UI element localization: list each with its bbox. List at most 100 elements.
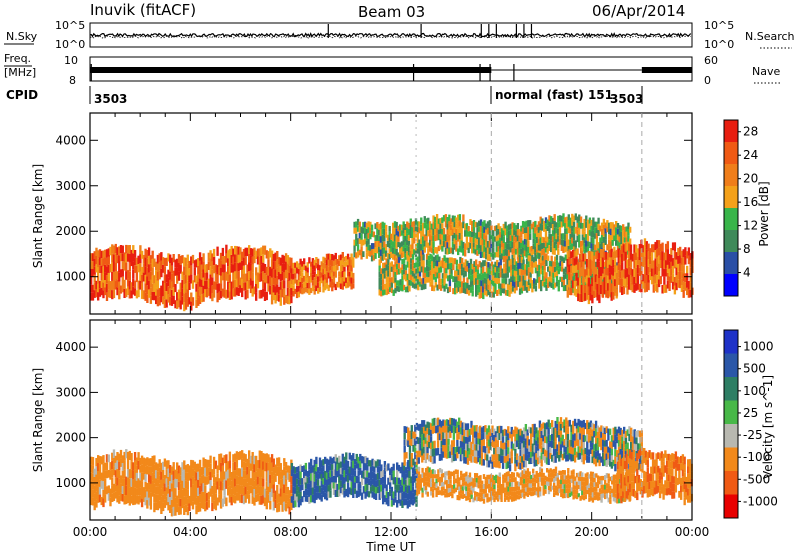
- echo-cell: [163, 274, 167, 283]
- echo-cell: [329, 270, 332, 277]
- echo-cell: [149, 271, 153, 280]
- echo-cell: [306, 272, 309, 278]
- echo-cell: [592, 237, 595, 244]
- echo-cell: [500, 488, 503, 493]
- echo-cell: [592, 276, 596, 284]
- echo-cell: [128, 478, 131, 488]
- echo-cell: [587, 295, 591, 305]
- echo-cell: [626, 449, 629, 456]
- echo-cell: [149, 466, 153, 476]
- echo-cell: [450, 455, 454, 463]
- echo-cell: [395, 222, 398, 229]
- echo-cell: [147, 482, 151, 490]
- echo-cell: [569, 223, 572, 229]
- echo-cell: [503, 477, 507, 483]
- echo-cell: [551, 248, 555, 255]
- echo-cell: [325, 259, 329, 266]
- echo-cell: [219, 260, 223, 268]
- echo-cell: [437, 473, 440, 478]
- echo-cell: [485, 279, 488, 285]
- echo-cell: [529, 256, 532, 262]
- echo-cell: [435, 227, 439, 234]
- echo-cell: [482, 260, 485, 267]
- echo-cell: [413, 262, 416, 269]
- echo-cell: [372, 231, 376, 238]
- echo-cell: [550, 234, 553, 241]
- echo-cell: [673, 285, 677, 295]
- echo-cell: [104, 249, 107, 258]
- echo-cell: [605, 446, 608, 454]
- echo-cell: [411, 499, 415, 506]
- echo-cell: [211, 469, 214, 478]
- echo-cell: [346, 468, 350, 476]
- echo-cell: [412, 431, 415, 439]
- echo-cell: [256, 468, 260, 477]
- echo-cell: [451, 221, 455, 229]
- echo-cell: [355, 252, 358, 259]
- echo-cell: [179, 300, 182, 310]
- echo-cell: [677, 279, 680, 288]
- echo-cell: [430, 491, 433, 496]
- echo-cell: [408, 285, 411, 292]
- echo-cell: [272, 269, 275, 277]
- echo-cell: [181, 499, 184, 509]
- echo-cell: [452, 264, 455, 271]
- echo-cell: [295, 496, 299, 503]
- echo-cell: [447, 479, 451, 484]
- echo-cell: [507, 476, 510, 482]
- echo-cell: [279, 471, 282, 480]
- echo-cell: [212, 281, 216, 290]
- echo-cell: [633, 268, 636, 277]
- echo-cell: [251, 477, 254, 487]
- echo-cell: [198, 477, 202, 486]
- echo-cell: [654, 258, 657, 267]
- echo-cell: [162, 486, 165, 495]
- echo-cell: [107, 256, 110, 265]
- echo-cell: [367, 227, 370, 233]
- echo-cell: [503, 456, 506, 463]
- echo-cell: [356, 251, 360, 258]
- echo-cell: [394, 489, 397, 497]
- echo-cell: [295, 285, 299, 292]
- echo-cell: [452, 258, 455, 265]
- echo-cell: [686, 265, 689, 274]
- echo-cell: [605, 282, 608, 290]
- echo-cell: [540, 481, 544, 486]
- echo-cell: [578, 277, 582, 286]
- echo-cell: [195, 291, 198, 300]
- echo-cell: [614, 251, 617, 259]
- echo-cell: [281, 254, 284, 264]
- echo-cell: [352, 475, 355, 484]
- echo-cell: [209, 266, 212, 275]
- echo-cell: [473, 431, 477, 438]
- echo-cell: [501, 436, 505, 443]
- echo-cell: [301, 261, 304, 267]
- echo-cell: [415, 450, 419, 458]
- echo-cell: [202, 483, 205, 492]
- echo-cell: [332, 265, 336, 272]
- echo-cell: [181, 296, 184, 305]
- echo-cell: [406, 469, 409, 478]
- echo-cell: [202, 293, 205, 302]
- echo-cell: [616, 228, 620, 235]
- echo-cell: [158, 492, 161, 501]
- echo-cell: [100, 456, 103, 465]
- echo-cell: [418, 281, 422, 287]
- echo-cell: [297, 493, 301, 501]
- echo-cell: [551, 454, 554, 462]
- echo-cell: [618, 230, 621, 237]
- echo-cell: [392, 289, 395, 296]
- echo-cell: [151, 291, 154, 301]
- echo-cell: [524, 274, 527, 281]
- echo-cell: [97, 471, 100, 479]
- echo-cell: [142, 494, 146, 502]
- echo-cell: [360, 233, 363, 240]
- echo-cell: [306, 489, 309, 496]
- echo-cell: [412, 458, 415, 466]
- echo-cell: [301, 283, 304, 289]
- echo-cell: [559, 423, 563, 431]
- echo-cell: [230, 290, 233, 300]
- echo-cell: [422, 283, 425, 290]
- echo-cell: [573, 265, 576, 274]
- echo-cell: [283, 272, 286, 281]
